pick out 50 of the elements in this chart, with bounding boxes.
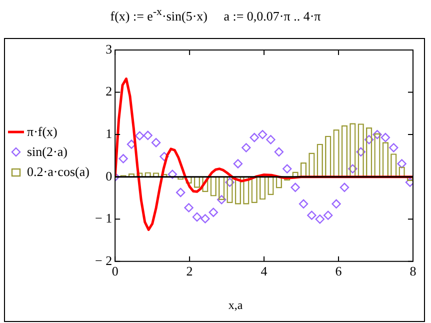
point — [151, 138, 161, 148]
y-tick-label: 1 — [106, 126, 112, 141]
x-tick-label: 2 — [186, 264, 193, 279]
x-tick-label: 8 — [410, 264, 416, 279]
y-tick-label: 3 — [106, 41, 112, 56]
point — [389, 143, 398, 152]
point — [372, 130, 382, 140]
legend-label: sin(2·a) — [27, 144, 68, 159]
chart-title: f(x) := e$^{-x}$·sin(5·x) a := 0,0.07·π .. 4·π — [109, 6, 322, 24]
point — [192, 212, 202, 222]
point — [356, 147, 366, 156]
legend-label: 0.2·a·cos(a) — [27, 164, 90, 179]
point — [405, 178, 413, 187]
point — [233, 159, 243, 168]
point — [315, 214, 324, 224]
point — [298, 199, 308, 208]
point — [135, 131, 144, 140]
y-tick-label: − 2 — [94, 252, 112, 268]
point — [266, 135, 276, 144]
point — [397, 159, 406, 168]
point — [118, 154, 128, 164]
point — [274, 147, 284, 156]
point — [160, 152, 169, 162]
point — [208, 208, 218, 217]
point — [340, 182, 350, 192]
point — [184, 203, 194, 212]
point — [332, 199, 341, 208]
point — [242, 143, 251, 152]
point — [168, 170, 178, 179]
point — [143, 130, 152, 140]
point — [200, 214, 210, 224]
point — [176, 188, 186, 198]
y-tick-label: 0 — [106, 168, 112, 184]
point — [282, 164, 292, 174]
y-tick-label: 2 — [106, 84, 112, 99]
point — [290, 182, 300, 192]
legend-label: π·f(x) — [27, 124, 58, 139]
point — [364, 135, 374, 144]
x-tick-label: 4 — [260, 264, 268, 279]
point — [250, 132, 259, 142]
y-tick-label: − 1 — [94, 210, 112, 226]
x-axis-title: x,a — [227, 298, 244, 313]
point — [380, 132, 390, 142]
point — [258, 130, 268, 140]
point — [225, 178, 234, 187]
point — [348, 164, 358, 174]
point — [216, 195, 226, 204]
x-tick-label: 6 — [335, 264, 342, 279]
point — [323, 210, 333, 220]
point — [307, 210, 316, 220]
